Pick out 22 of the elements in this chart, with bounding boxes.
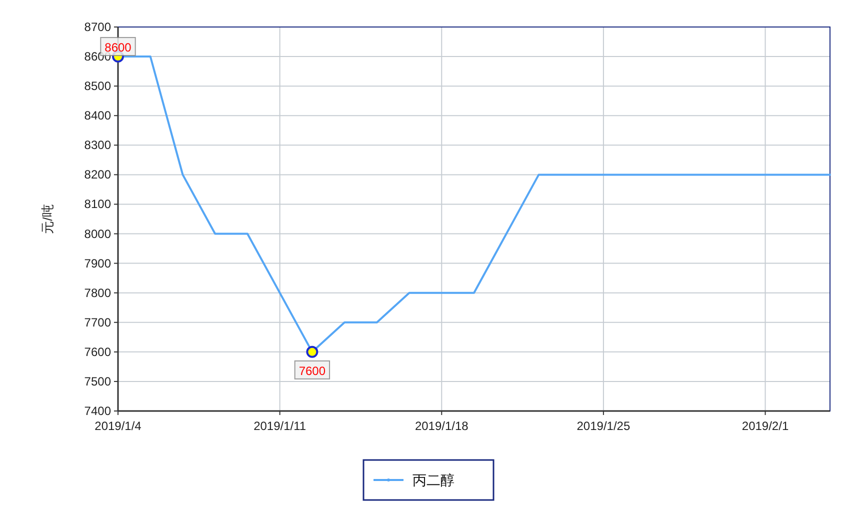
y-tick-label: 7600	[84, 344, 112, 359]
x-tick-label: 2019/1/11	[254, 419, 306, 433]
x-tick-label: 2019/1/25	[576, 419, 630, 433]
y-tick-label: 7800	[84, 286, 112, 300]
y-tick-label: 8400	[84, 108, 112, 123]
legend-label: 丙二醇	[412, 472, 454, 488]
y-tick-label: 8200	[84, 168, 112, 182]
y-tick-label: 8500	[84, 79, 112, 94]
y-tick-label: 7400	[84, 404, 112, 418]
data-label: 8600	[104, 40, 132, 55]
y-axis-title: 元/吨	[40, 204, 55, 234]
y-tick-label: 8000	[84, 226, 112, 241]
x-tick-label: 2019/1/4	[94, 419, 142, 433]
y-tick-label: 8700	[84, 20, 112, 34]
y-tick-label: 8100	[84, 197, 112, 212]
x-tick-label: 2019/2/1	[742, 419, 789, 433]
data-label: 7600	[298, 364, 326, 378]
y-tick-label: 7700	[84, 315, 112, 330]
y-tick-label: 8300	[84, 138, 112, 152]
x-tick-label: 2019/1/18	[414, 419, 469, 433]
y-tick-label: 7900	[84, 256, 112, 270]
y-tick-label: 7500	[84, 374, 112, 388]
